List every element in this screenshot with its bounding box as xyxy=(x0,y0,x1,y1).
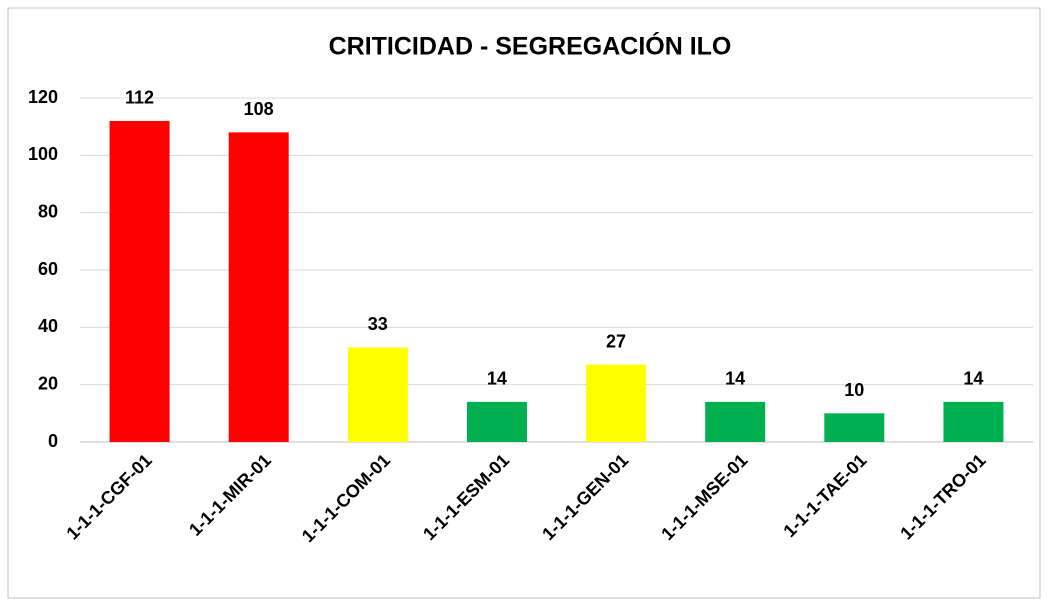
y-tick-label: 0 xyxy=(48,431,58,451)
data-label: 14 xyxy=(725,369,745,389)
chart-title: CRITICIDAD - SEGREGACIÓN ILO xyxy=(329,31,732,61)
data-label: 108 xyxy=(244,99,274,119)
bar xyxy=(109,120,170,442)
bar xyxy=(943,401,1004,442)
data-label: 112 xyxy=(125,88,154,108)
data-label: 27 xyxy=(606,331,626,351)
y-tick-label: 60 xyxy=(38,259,58,279)
y-tick-label: 100 xyxy=(28,144,58,164)
data-label: 14 xyxy=(963,369,983,389)
bar xyxy=(705,401,766,442)
y-tick-label: 80 xyxy=(38,201,58,221)
bar xyxy=(466,401,527,442)
bar xyxy=(347,347,408,442)
data-label: 33 xyxy=(368,314,388,334)
bar xyxy=(586,364,647,442)
bar xyxy=(824,413,885,442)
y-tick-label: 120 xyxy=(28,87,58,107)
y-tick-label: 40 xyxy=(38,316,58,336)
data-label: 14 xyxy=(487,369,507,389)
bar xyxy=(228,132,289,442)
data-label: 10 xyxy=(844,380,864,400)
y-tick-label: 20 xyxy=(38,373,58,393)
chart-border xyxy=(7,7,1041,599)
